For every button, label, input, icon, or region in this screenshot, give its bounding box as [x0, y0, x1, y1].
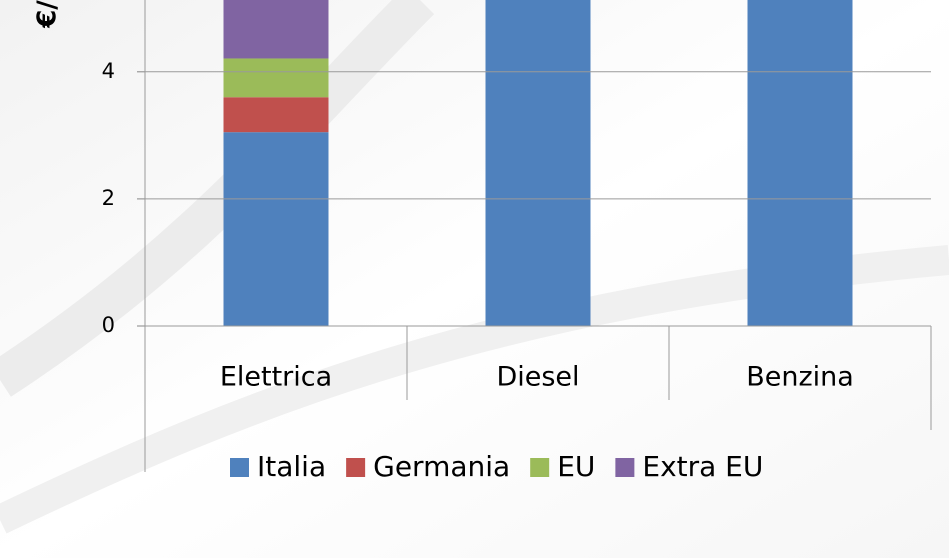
y-tick-label: 0	[102, 313, 115, 337]
bar-segment	[485, 0, 591, 326]
bar-segment	[223, 0, 329, 59]
legend-swatch	[230, 458, 249, 477]
legend-label: Italia	[257, 450, 326, 483]
legend-swatch	[530, 458, 550, 477]
bar-segment	[223, 97, 329, 133]
legend-swatch	[615, 458, 635, 477]
legend-label: Extra EU	[642, 450, 763, 483]
y-axis-label: €/	[33, 0, 63, 29]
x-tick-label: Benzina	[746, 362, 854, 393]
legend-label: Germania	[373, 450, 510, 483]
y-tick-label: 2	[102, 186, 115, 210]
x-tick-label: Elettrica	[220, 362, 332, 393]
legend-label: EU	[557, 450, 595, 483]
bar-segment	[223, 132, 329, 326]
legend-swatch	[346, 458, 366, 477]
bar-segment	[747, 0, 853, 326]
x-tick-label: Diesel	[496, 362, 579, 393]
bar-segment	[223, 58, 329, 98]
y-tick-label: 4	[102, 59, 115, 83]
